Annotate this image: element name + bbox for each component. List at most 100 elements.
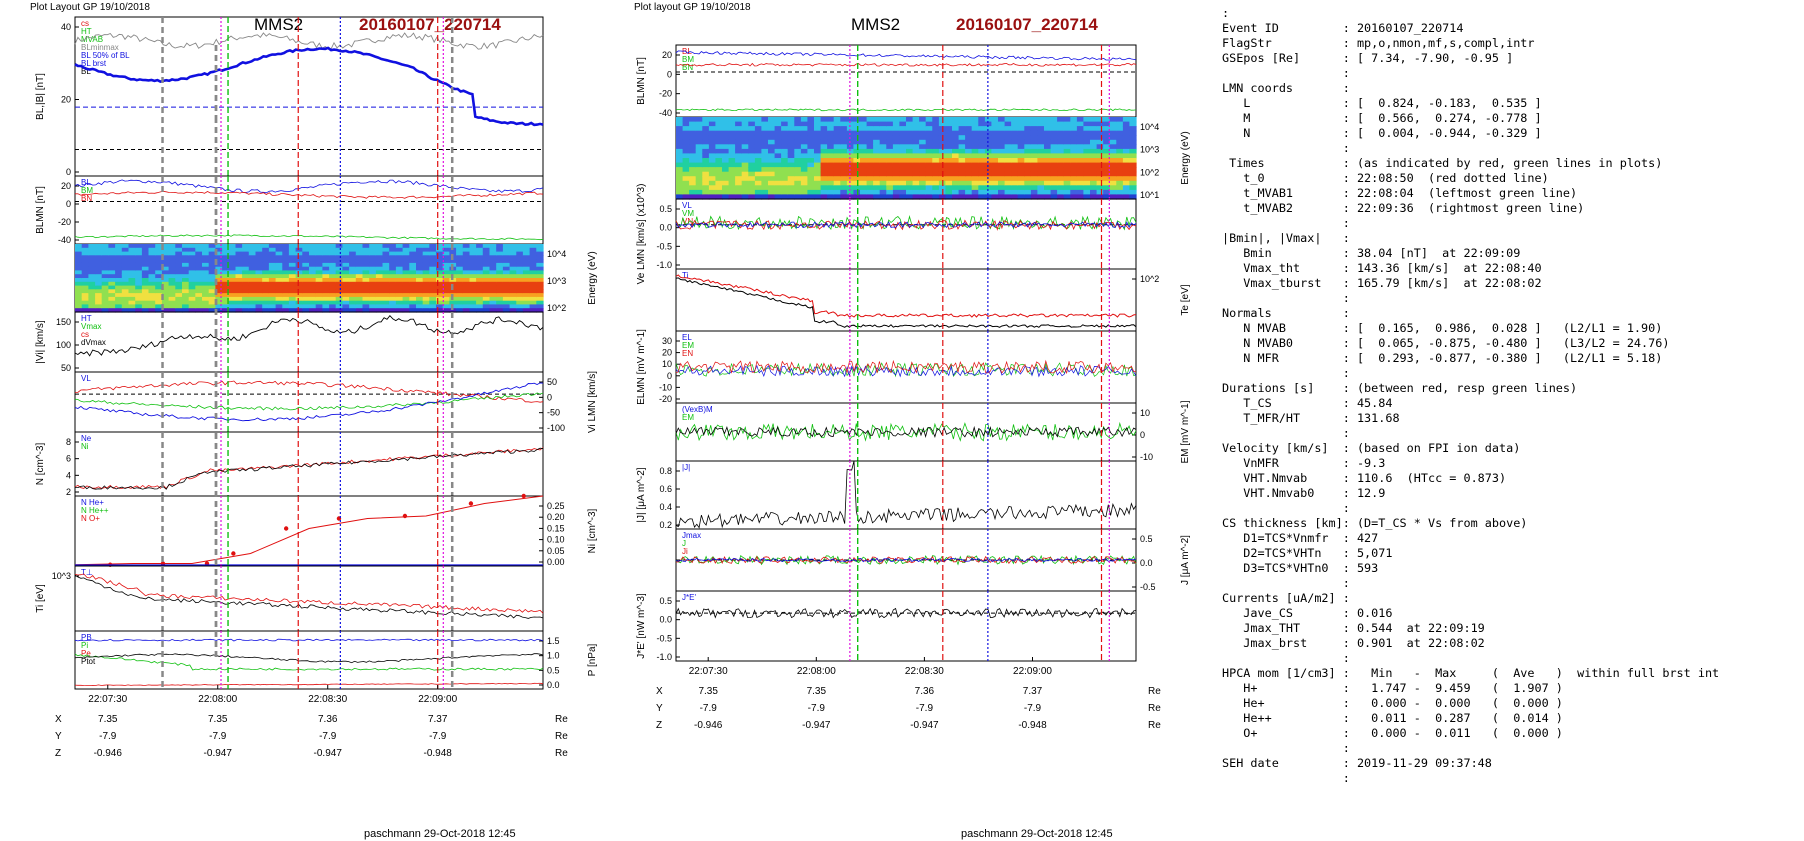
r-spectrogram-cell [787, 144, 795, 150]
r-spectrogram-cell [1076, 130, 1085, 136]
r-spectrogram-cell [715, 117, 723, 123]
spectrogram-cell [302, 300, 310, 306]
spectrogram-cell [101, 259, 109, 264]
r-spectrogram-cell [1096, 126, 1104, 132]
spectrogram-cell [195, 266, 203, 272]
info-line: Normals : [1222, 306, 1350, 320]
spectrogram-cell [362, 247, 370, 253]
spectrogram-cell [188, 274, 196, 279]
spectrogram-cell [489, 244, 497, 249]
r-spectrogram-cell [827, 194, 835, 200]
spectrogram-cell [302, 304, 310, 309]
spectrogram-cell [228, 262, 237, 268]
r-spectrogram-cell [1037, 139, 1045, 145]
r-spectrogram-cell [879, 189, 887, 196]
info-line: t_MVAB2 : 22:09:36 (rightmost green line… [1222, 201, 1585, 215]
spectrogram-cell [315, 296, 323, 302]
r-spectrogram-cell [1044, 167, 1052, 173]
r-spectrogram-cell [958, 144, 966, 150]
spectrogram-cell [175, 274, 183, 279]
r-spectrogram-cell [748, 148, 756, 155]
spectrogram-cell [242, 251, 250, 256]
spectrogram-cell [456, 293, 464, 298]
spectrogram-cell [175, 293, 183, 298]
y-tick-label: 50 [547, 377, 557, 387]
r-spectrogram-cell [998, 189, 1006, 196]
legend-entry: EN [682, 349, 693, 358]
spectrogram-cell [516, 266, 524, 272]
spectrogram-cell [322, 293, 330, 298]
spectrogram-cell [496, 308, 504, 313]
r-spectrogram-cell [676, 126, 684, 132]
r-spectrogram-cell [1030, 189, 1039, 196]
r-spectrogram-cell [715, 121, 723, 127]
spectrogram-cell [502, 296, 511, 302]
r-spectrogram-cell [840, 189, 848, 196]
spectrogram-cell [536, 285, 544, 290]
r-spectrogram-cell [1070, 185, 1078, 191]
r-spectrogram-cell [1129, 176, 1137, 182]
r-spectrogram-cell [984, 148, 993, 155]
panel-7: Ni [cm^-3]0.250.200.150.100.050.00N He+N… [74, 493, 598, 567]
spectrogram-cell [81, 293, 89, 298]
spectrogram-cell [409, 266, 417, 272]
spectrogram-cell [469, 251, 477, 256]
r-spectrogram-cell [1116, 158, 1124, 164]
r-spectrogram-cell [1096, 162, 1104, 168]
spectrogram-cell [101, 262, 109, 268]
spectrogram-cell [242, 300, 250, 306]
r-spectrogram-cell [958, 130, 966, 136]
r-spectrogram-cell [1076, 117, 1085, 123]
spectrogram-cell [161, 274, 170, 279]
r-spectrogram-cell [1030, 117, 1039, 123]
spectrogram-cell [489, 270, 497, 275]
legend-entry: Pi [81, 641, 88, 650]
r-spectrogram-cell [1116, 171, 1124, 177]
spectrogram-cell [148, 266, 156, 272]
r-spectrogram-cell [676, 158, 684, 164]
r-spectrogram-cell [1057, 158, 1065, 164]
spectrogram-cell [255, 289, 263, 294]
r-spectrogram-cell [735, 126, 743, 132]
spectrogram-cell [135, 247, 143, 253]
spectrogram-cell [402, 270, 410, 275]
panel-frame [675, 198, 1137, 270]
r-spectrogram-cell [741, 158, 749, 164]
spectrogram-cell [349, 308, 357, 313]
r-spectrogram-cell [991, 158, 999, 164]
spectrogram-cell [255, 293, 263, 298]
spectrogram-cell [389, 247, 397, 253]
spectrogram-cell [182, 293, 190, 298]
r-spectrogram-cell [991, 153, 999, 159]
spectrogram-cell [235, 285, 243, 290]
spectrogram-cell [75, 285, 83, 290]
spectrogram-cell [115, 251, 123, 256]
spectrogram-cell [202, 308, 210, 313]
spectrogram-cell [288, 259, 297, 264]
r-spectrogram-cell [1050, 176, 1058, 182]
r-spectrogram-cell [1070, 153, 1078, 159]
spectrogram-cell [75, 281, 83, 287]
r-spectrogram-cell [892, 162, 901, 168]
spectrogram-cell [429, 304, 437, 309]
r-spectrogram-cell [735, 185, 743, 191]
spectrogram-cell [255, 259, 263, 264]
r-spectrogram-cell [1004, 148, 1012, 155]
coord-value: -0.946 [694, 720, 723, 731]
r-spectrogram-cell [1096, 121, 1104, 127]
r-spectrogram-cell [715, 144, 723, 150]
event-info-table: : Event ID : 20160107_220714 FlagStr : mp,… [1222, 6, 1802, 806]
legend-entry: N He++ [81, 506, 109, 515]
r-spectrogram-cell [892, 117, 901, 123]
r-spectrogram-cell [899, 130, 907, 136]
spectrogram-cell [382, 247, 390, 253]
r-spectrogram-cell [1070, 176, 1078, 182]
x-tick-label: 22:08:00 [797, 666, 836, 677]
coord-value: -7.9 [1024, 703, 1042, 714]
spectrogram-cell [161, 251, 170, 256]
spectrogram-cell [522, 244, 531, 249]
r-spectrogram-cell [952, 167, 960, 173]
spectrogram-cell [502, 255, 511, 260]
r-spectrogram-cell [840, 153, 848, 159]
spectrogram-cell [161, 285, 170, 290]
